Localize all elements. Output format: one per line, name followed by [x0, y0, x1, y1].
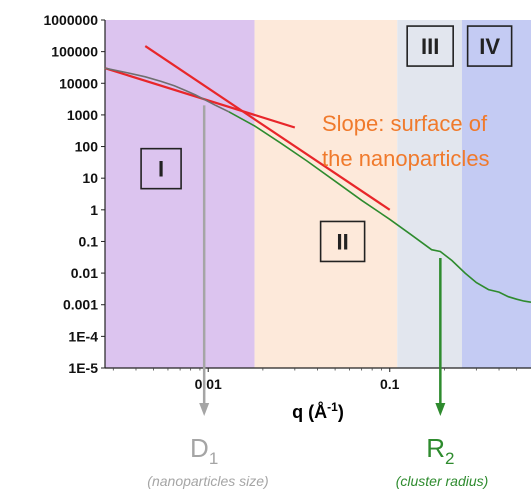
region-label-iv: IV: [479, 34, 500, 59]
y-tick-label: 100000: [51, 44, 98, 60]
r2-label: R2: [426, 433, 454, 468]
y-tick-label: 1000000: [43, 12, 98, 28]
d1-label: D1: [190, 433, 218, 468]
d1-annotation: D1 (nanoparticles size): [147, 105, 269, 489]
y-tick-label: 0.01: [71, 265, 98, 281]
r2-caption: (cluster radius): [396, 473, 489, 489]
region-label-box-i: [140, 147, 182, 190]
slope-annotation-line1: Slope: surface of: [322, 111, 488, 136]
r2-letter: R: [426, 433, 445, 463]
y-tick-label: 10000: [59, 75, 98, 91]
region-label-ii: II: [336, 229, 348, 254]
x-axis-label-end: ): [338, 402, 344, 422]
d1-arrow-head: [199, 403, 210, 416]
y-tick-label: 1E-5: [68, 360, 98, 376]
region-label-i: I: [158, 157, 164, 182]
region-label-box-iii: [406, 25, 454, 67]
y-tick-label: 1: [90, 202, 98, 218]
q-regions: [105, 20, 531, 368]
x-axis-label-exponent: -1: [327, 400, 338, 414]
region-iv: [461, 20, 531, 368]
region-ii: [254, 20, 398, 368]
x-axis-label-main: q (Å: [292, 402, 327, 422]
y-tick-label: 100: [75, 139, 99, 155]
slope-line-porod: [144, 45, 391, 211]
y-tick-label: 0.001: [63, 297, 98, 313]
d1-subscript: 1: [209, 449, 218, 468]
scattering-curve-2: [228, 111, 531, 303]
y-tick-label: 0.1: [79, 233, 99, 249]
r2-subscript: 2: [445, 449, 454, 468]
r2-arrow-head: [435, 403, 446, 416]
y-tick-label: 1E-4: [68, 328, 98, 344]
slope-annotation-line2: the nanoparticles: [322, 146, 490, 171]
scattering-curves: [104, 67, 531, 303]
slope-annotation: Slope: surface of the nanoparticles: [322, 111, 490, 171]
x-tick-label: 0.1: [380, 376, 400, 392]
x-axis-label: q (Å-1): [292, 400, 344, 422]
svg-text:q (Å-1): q (Å-1): [292, 400, 344, 422]
region-i: [105, 20, 255, 368]
d1-letter: D: [190, 433, 209, 463]
axes: 1000000 100000 10000 1000 100 10 1 0.1 0.01 0.001…: [43, 12, 531, 392]
region-label-box-iv: [466, 25, 513, 67]
d1-caption: (nanoparticles size): [147, 473, 268, 489]
scattering-curve-1: [104, 67, 230, 113]
x-tick-label: 0.01: [195, 376, 222, 392]
r2-annotation: R2 (cluster radius): [396, 257, 489, 489]
region-iii: [397, 20, 462, 368]
y-tick-label: 1000: [67, 107, 98, 123]
region-label-iii: III: [421, 34, 439, 59]
region-label-box-ii: [319, 220, 366, 263]
y-tick-label: 10: [82, 170, 98, 186]
